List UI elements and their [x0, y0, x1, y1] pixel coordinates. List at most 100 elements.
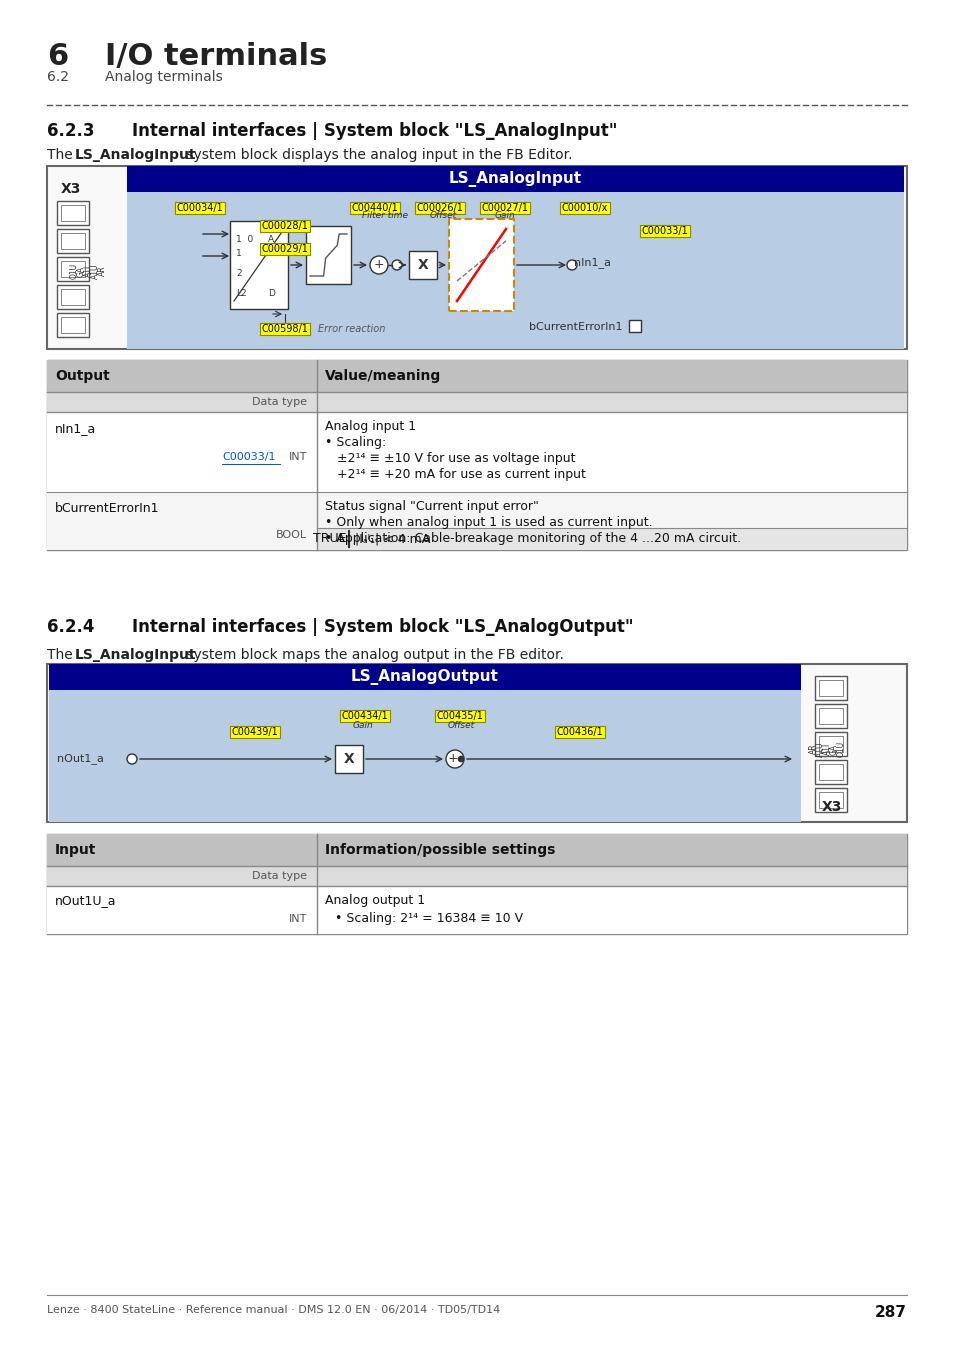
Text: Status signal "Current input error": Status signal "Current input error": [325, 500, 538, 513]
Bar: [61, 205, 85, 221]
Bar: [628, 320, 640, 332]
Text: • Scaling:: • Scaling:: [325, 436, 386, 450]
Bar: [127, 166, 903, 192]
Bar: [818, 792, 842, 809]
Text: X3: X3: [61, 182, 81, 196]
Text: C00435/1: C00435/1: [436, 711, 483, 721]
Text: Offset: Offset: [430, 212, 456, 220]
Bar: [49, 690, 801, 822]
Bar: [47, 166, 906, 350]
Bar: [449, 219, 514, 310]
Text: +2¹⁴ ≡ +20 mA for use as current input: +2¹⁴ ≡ +20 mA for use as current input: [336, 468, 585, 481]
Text: GA: GA: [76, 266, 86, 277]
Text: C00440/1: C00440/1: [352, 202, 398, 213]
Text: LS_AnalogInput: LS_AnalogInput: [449, 171, 581, 188]
Text: Information/possible settings: Information/possible settings: [325, 842, 555, 857]
Bar: [61, 234, 85, 248]
Bar: [306, 225, 351, 284]
Text: nIn1_a: nIn1_a: [55, 423, 96, 435]
Text: D: D: [268, 289, 274, 298]
Bar: [49, 664, 801, 690]
Text: The: The: [47, 148, 77, 162]
Text: BOOL: BOOL: [275, 531, 307, 540]
Text: A: A: [268, 235, 274, 244]
Text: Output: Output: [55, 369, 110, 383]
Text: Filter time: Filter time: [361, 212, 408, 220]
Text: AR: AR: [97, 266, 107, 277]
Text: O1U: O1U: [836, 741, 844, 757]
Text: ±2¹⁴ ≡ ±10 V for use as voltage input: ±2¹⁴ ≡ ±10 V for use as voltage input: [336, 452, 575, 464]
Bar: [814, 676, 846, 701]
Text: LS_AnalogInput: LS_AnalogInput: [75, 148, 196, 162]
Text: C00598/1: C00598/1: [261, 324, 308, 333]
Text: A1U: A1U: [91, 263, 99, 278]
Text: A1I: A1I: [821, 743, 831, 755]
Text: TRUE: TRUE: [314, 532, 347, 545]
Bar: [47, 360, 906, 549]
Text: Gain: Gain: [353, 721, 374, 730]
Text: Data type: Data type: [252, 871, 307, 882]
Text: 1  0: 1 0: [235, 235, 253, 244]
Bar: [47, 664, 906, 822]
Circle shape: [127, 755, 137, 764]
Text: C00029/1: C00029/1: [261, 244, 308, 254]
Circle shape: [446, 751, 463, 768]
Text: Analog input 1: Analog input 1: [325, 420, 416, 433]
Text: Input: Input: [55, 842, 96, 857]
Text: C00026/1: C00026/1: [416, 202, 463, 213]
Circle shape: [457, 756, 463, 761]
Text: system block displays the analog input in the FB Editor.: system block displays the analog input i…: [182, 148, 572, 162]
Text: LS_AnalogInput: LS_AnalogInput: [75, 648, 196, 662]
Text: INT: INT: [289, 914, 307, 923]
Text: • Scaling: 2¹⁴ = 16384 ≡ 10 V: • Scaling: 2¹⁴ = 16384 ≡ 10 V: [335, 913, 522, 925]
Bar: [127, 192, 903, 350]
Text: GA: GA: [828, 744, 838, 755]
Text: 6.2: 6.2: [47, 70, 69, 84]
Bar: [57, 230, 89, 252]
Bar: [814, 703, 846, 728]
Bar: [47, 392, 906, 412]
Bar: [57, 285, 89, 309]
Text: X: X: [343, 752, 354, 765]
Text: C00028/1: C00028/1: [261, 221, 308, 231]
Text: +: +: [374, 258, 384, 271]
Bar: [61, 261, 85, 277]
Text: system block maps the analog output in the FB editor.: system block maps the analog output in t…: [182, 648, 563, 662]
Bar: [814, 788, 846, 811]
Bar: [47, 865, 906, 886]
Bar: [814, 760, 846, 784]
Text: The: The: [47, 648, 77, 662]
Text: INT: INT: [289, 452, 307, 462]
Text: C00033/1: C00033/1: [641, 225, 688, 236]
Bar: [818, 707, 842, 724]
Text: C00439/1: C00439/1: [232, 728, 278, 737]
Text: 6: 6: [47, 42, 69, 72]
Bar: [409, 251, 436, 279]
Text: nOut1_a: nOut1_a: [57, 753, 104, 764]
Text: bCurrentErrorIn1: bCurrentErrorIn1: [529, 323, 622, 332]
Text: LS_AnalogOutput: LS_AnalogOutput: [351, 670, 498, 684]
Text: O1U: O1U: [70, 263, 78, 279]
Bar: [61, 317, 85, 333]
Bar: [316, 528, 906, 549]
Text: C00434/1: C00434/1: [341, 711, 388, 721]
Bar: [335, 745, 363, 774]
Text: Lenze · 8400 StateLine · Reference manual · DMS 12.0 EN · 06/2014 · TD05/TD14: Lenze · 8400 StateLine · Reference manua…: [47, 1305, 499, 1315]
Bar: [230, 221, 288, 309]
Bar: [818, 680, 842, 697]
Bar: [57, 201, 89, 225]
Text: Analog output 1: Analog output 1: [325, 894, 425, 907]
Text: X: X: [417, 258, 428, 271]
Text: +: +: [447, 752, 457, 764]
Text: A1I: A1I: [84, 265, 92, 277]
Bar: [47, 834, 906, 865]
Text: Data type: Data type: [252, 397, 307, 406]
Text: 6.2.3: 6.2.3: [47, 122, 94, 140]
Bar: [47, 412, 906, 491]
Text: Value/meaning: Value/meaning: [325, 369, 441, 383]
Bar: [818, 736, 842, 752]
Circle shape: [566, 261, 577, 270]
Text: • Only when analog input 1 is used as current input.: • Only when analog input 1 is used as cu…: [325, 516, 652, 529]
Text: C00436/1: C00436/1: [556, 728, 602, 737]
Bar: [47, 834, 906, 934]
